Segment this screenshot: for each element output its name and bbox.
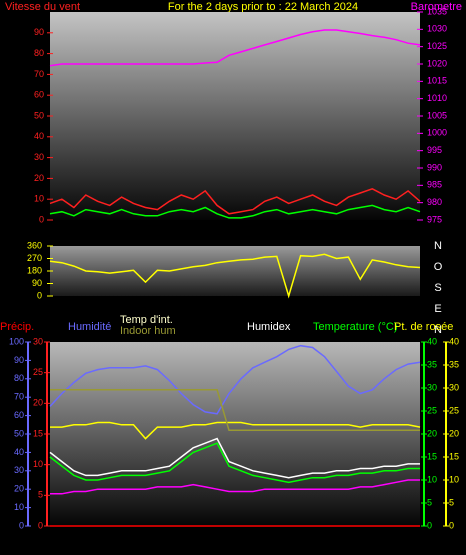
x-tick-label: Day 22 [395,535,421,544]
tick-label: 990 [427,162,442,172]
tick-label: 1035 [427,6,447,16]
tick-label: 100 [9,336,24,346]
direction-label: N [434,324,442,336]
tick-label: 60 [14,410,24,420]
direction-label: S [434,282,441,294]
tick-label: 70 [14,392,24,402]
legend-label: Indoor hum [120,325,176,337]
series-line [50,389,420,432]
legend-label: Pt. de rosée [394,321,453,333]
tick-label: 60 [34,90,44,100]
tick-label: 10 [14,502,24,512]
tick-label: 90 [32,278,42,288]
tick-label: 30 [33,336,43,346]
x-tick-label: Day 19 [85,535,111,544]
tick-label: 30 [449,382,459,392]
tick-label: 985 [427,180,442,190]
series-line [49,187,421,215]
tick-label: 1010 [427,93,447,103]
tick-label: 25 [33,367,43,377]
tick-label: 15 [33,428,43,438]
tick-label: 0 [427,520,432,530]
series-line [49,253,421,299]
tick-label: 0 [39,214,44,224]
series-line [49,29,421,67]
direction-label: N [434,240,442,252]
legend-label: Vitesse du vent [5,1,80,13]
tick-label: 5 [38,490,43,500]
tick-label: 270 [27,253,42,263]
tick-label: 975 [427,214,442,224]
tick-label: 20 [449,428,459,438]
tick-label: 1020 [427,58,447,68]
tick-label: 995 [427,145,442,155]
plot-area [50,246,420,296]
tick-label: 40 [427,336,437,346]
legend-label: Barometre [411,1,462,13]
legend-label: Humidex [247,321,291,333]
tick-label: 980 [427,197,442,207]
legend-label: Temperature (°C) [313,321,397,333]
tick-label: 0 [38,520,43,530]
tick-label: 10 [34,194,44,204]
legend-label: Précip. [0,321,34,333]
tick-label: 35 [427,359,437,369]
legend-label: Temp d'int. [120,314,173,326]
tick-label: 180 [27,265,42,275]
legend-label: Humidité [68,321,111,333]
tick-label: 90 [34,27,44,37]
plot-area [50,342,420,526]
tick-label: 0 [37,290,42,300]
series-line [49,344,421,415]
tick-label: 10 [33,459,43,469]
tick-label: 1025 [427,41,447,51]
tick-label: 30 [14,465,24,475]
x-tick-label: Day 19 [85,229,111,238]
tick-label: 1015 [427,76,447,86]
tick-label: 20 [14,484,24,494]
series-line [49,437,420,479]
direction-label: O [434,261,443,273]
tick-label: 360 [27,240,42,250]
tick-label: 20 [34,173,44,183]
x-tick-label: Day 20 [204,229,230,238]
tick-label: 0 [19,520,24,530]
series-line [50,421,421,440]
tick-label: 25 [449,405,459,415]
tick-label: 35 [449,359,459,369]
tick-label: 90 [14,355,24,365]
tick-label: 10 [449,474,459,484]
tick-label: 1005 [427,110,447,120]
plot-area [50,12,420,220]
chart-title: For the 2 days prior to : 22 March 2024 [168,1,358,13]
series-line [50,479,420,495]
tick-label: 20 [33,398,43,408]
tick-label: 5 [449,497,454,507]
tick-label: 1000 [427,128,447,138]
tick-label: 0 [449,520,454,530]
tick-label: 40 [34,131,44,141]
tick-label: 30 [34,152,44,162]
tick-label: 1030 [427,24,447,34]
tick-label: 50 [34,110,44,120]
tick-label: 70 [34,69,44,79]
tick-label: 20 [427,428,437,438]
tick-label: 40 [449,336,459,346]
series-line [49,204,421,219]
tick-label: 15 [427,451,437,461]
tick-label: 50 [14,428,24,438]
tick-label: 5 [427,497,432,507]
tick-label: 80 [34,48,44,58]
direction-label: E [434,303,441,315]
tick-label: 40 [14,447,24,457]
tick-label: 80 [14,373,24,383]
x-tick-label: Day 20 [204,535,230,544]
tick-label: 30 [427,382,437,392]
series-line [49,442,420,484]
tick-label: 15 [449,451,459,461]
x-tick-label: Day 22 [395,229,421,238]
tick-label: 10 [427,474,437,484]
tick-label: 25 [427,405,437,415]
